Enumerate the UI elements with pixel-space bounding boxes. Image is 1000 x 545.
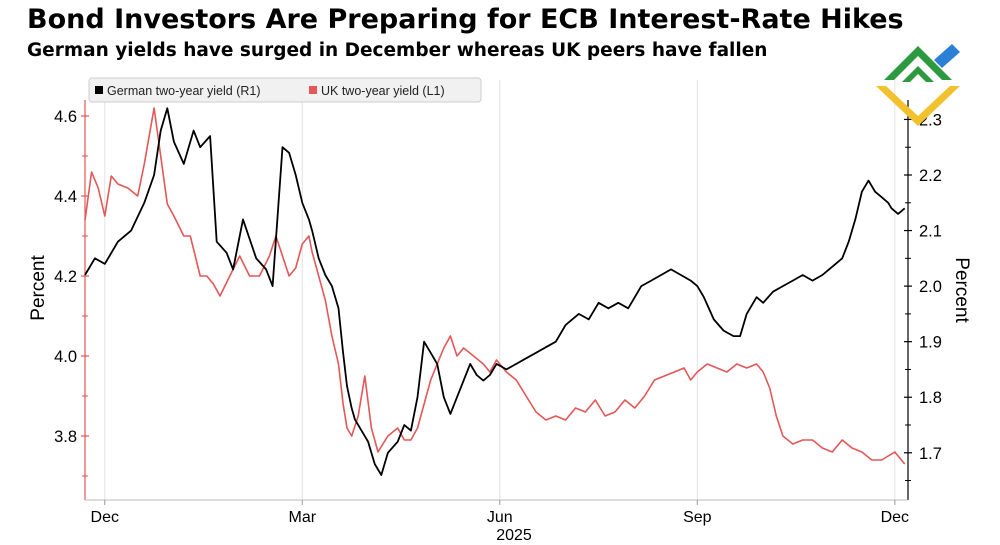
- legend: German two-year yield (R1) UK two-year y…: [88, 77, 482, 103]
- series-line-german: [84, 107, 906, 476]
- left-axis-label: Percent: [28, 255, 49, 321]
- x-year-label: 2025: [496, 527, 532, 544]
- x-tick-label: Jun: [487, 509, 513, 526]
- series-line-uk: [84, 107, 906, 465]
- x-tick-label: Dec: [91, 509, 119, 526]
- legend-swatch-german: [95, 86, 103, 94]
- chart-subtitle: German yields have surged in December wh…: [27, 40, 768, 61]
- legend-label-german: German two-year yield (R1): [107, 84, 261, 98]
- legend-box: [88, 77, 482, 103]
- x-tick-label: Dec: [881, 509, 909, 526]
- x-tick-label: Mar: [288, 509, 316, 526]
- x-tick-label: Sep: [683, 509, 712, 526]
- right-tick-label: 2.2: [919, 167, 942, 185]
- left-tick-label: 3.8: [54, 428, 77, 446]
- right-axis-ticks: 1.71.81.92.02.12.22.3: [904, 111, 942, 482]
- left-tick-label: 4.2: [54, 268, 77, 286]
- left-axis-ticks: 3.8 4.0 4.2 4.4 4.6: [54, 108, 89, 477]
- left-tick-label: 4.4: [54, 188, 77, 206]
- gridlines: [104, 80, 896, 500]
- right-axis-label: Percent: [951, 257, 972, 323]
- series-layer: [84, 107, 906, 476]
- left-tick-label: 4.6: [54, 108, 77, 126]
- right-tick-label: 2.0: [919, 278, 942, 296]
- right-tick-label: 1.9: [919, 334, 942, 352]
- legend-label-uk: UK two-year yield (L1): [321, 84, 445, 98]
- right-tick-label: 2.1: [919, 223, 942, 241]
- legend-swatch-uk: [309, 86, 317, 94]
- chart-title: Bond Investors Are Preparing for ECB Int…: [27, 4, 904, 35]
- right-tick-label: 1.8: [919, 389, 942, 407]
- right-tick-label: 1.7: [919, 445, 942, 463]
- x-axis-ticks: Dec Mar Jun Sep Dec: [91, 500, 909, 526]
- left-tick-label: 4.0: [54, 348, 77, 366]
- brand-logo-icon: [876, 44, 960, 126]
